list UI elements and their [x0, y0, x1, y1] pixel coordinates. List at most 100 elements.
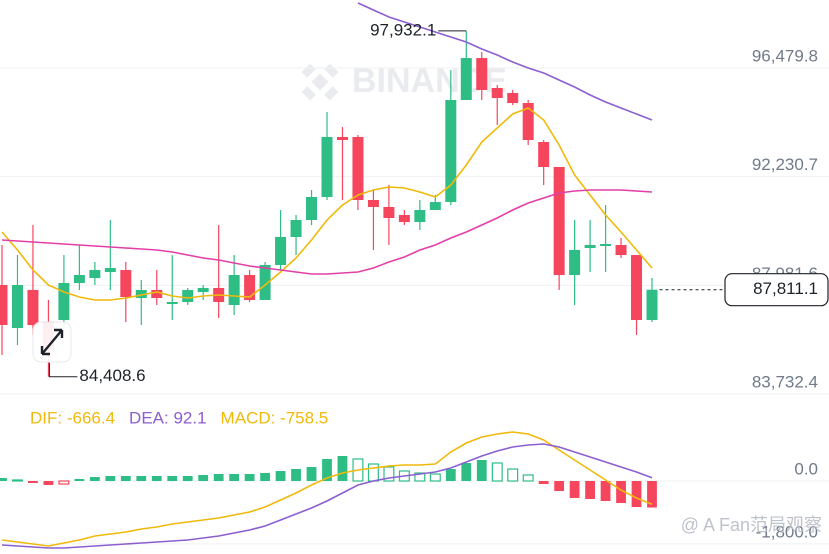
macd-bar	[461, 462, 472, 481]
macd-bar	[58, 480, 70, 485]
macd-bar	[167, 476, 178, 481]
candle-body	[27, 289, 39, 326]
macd-bar	[89, 477, 100, 481]
candle-body	[151, 289, 163, 298]
candle-body	[646, 289, 658, 320]
macd-bar	[507, 468, 519, 482]
macd-bar	[229, 474, 240, 481]
macd-bar	[476, 459, 487, 481]
macd-bar	[383, 466, 395, 482]
macd-bar	[151, 476, 162, 481]
candle-body	[197, 287, 209, 293]
macd-bar	[182, 476, 193, 481]
watermark-author: @ A Fan范局观察	[681, 515, 822, 535]
candle-body	[553, 166, 565, 276]
macd-bar	[105, 476, 116, 481]
macd-bar	[522, 474, 534, 482]
y-tick-label: 92,230.7	[752, 155, 818, 174]
macd-bar	[260, 472, 270, 481]
candle-body	[569, 249, 581, 276]
macd-bar	[198, 474, 209, 481]
macd-bar	[337, 456, 348, 481]
candle-body	[166, 302, 178, 305]
candle-body	[321, 136, 333, 197]
candle-body	[352, 136, 364, 200]
macd-line	[1, 443, 653, 549]
moving-average-line	[1, 189, 653, 275]
moving-average-line	[1, 107, 653, 301]
macd-bar	[631, 481, 642, 508]
candle-body	[73, 275, 85, 284]
candle-body	[290, 219, 302, 237]
macd-bar	[43, 481, 54, 485]
macd-bar	[585, 481, 595, 500]
macd-bar	[491, 462, 503, 482]
macd-bar	[569, 481, 580, 498]
expand-icon[interactable]	[32, 321, 72, 363]
candle-body	[429, 202, 441, 210]
candle-body	[89, 270, 101, 278]
candle-body	[398, 214, 410, 222]
candle-body	[0, 285, 8, 326]
moving-average-line	[357, 2, 653, 121]
macd-bar	[538, 481, 549, 485]
low-label: 84,408.6	[79, 366, 145, 385]
macd-bar	[74, 479, 85, 481]
candle-body	[104, 268, 116, 273]
last-price-label: 87,811.1	[753, 279, 818, 298]
candle-body	[58, 283, 70, 320]
candle-body	[383, 206, 395, 218]
macd-bar	[136, 476, 147, 481]
macd-bar	[600, 481, 611, 501]
candle-body	[414, 209, 426, 222]
candle-body	[615, 245, 627, 256]
macd-bar	[647, 481, 657, 508]
candle-body	[275, 236, 287, 266]
macd-bar	[244, 474, 255, 481]
legend-entry: DEA: 92.1	[129, 408, 207, 427]
candle-body	[182, 289, 194, 303]
y-tick-label: -1,800.0	[756, 522, 818, 541]
legend-entry: MACD: -758.5	[221, 408, 329, 427]
macd-bar	[616, 481, 626, 503]
macd-bar	[11, 479, 23, 482]
macd-line	[1, 431, 653, 547]
y-tick-label: 96,479.8	[752, 46, 818, 65]
candle-body	[336, 136, 348, 140]
candle-body	[600, 244, 612, 246]
candle-body	[259, 265, 271, 301]
candle-body	[491, 87, 503, 98]
y-tick-label: 83,732.4	[752, 373, 818, 392]
high-label: 97,932.1	[370, 20, 436, 39]
candle-body	[367, 199, 379, 207]
macd-bar	[554, 481, 565, 491]
candle-body	[306, 196, 318, 220]
candle-body	[445, 100, 457, 203]
macd-bar	[213, 474, 224, 481]
macd-bar	[322, 459, 332, 481]
candle-body	[538, 141, 550, 167]
candle-body	[11, 285, 23, 328]
annotation-line	[48, 362, 78, 378]
macd-bar	[306, 467, 317, 481]
macd-bar	[0, 477, 7, 481]
macd-bar	[429, 473, 441, 482]
macd-bar	[275, 471, 286, 481]
candle-body	[228, 275, 240, 306]
macd-bar	[28, 481, 38, 483]
macd-bar	[414, 472, 426, 482]
candle-body	[507, 93, 519, 104]
candle-body	[522, 103, 534, 140]
macd-bar	[367, 463, 379, 482]
candle-body	[120, 270, 132, 297]
candle-body	[631, 255, 643, 320]
candle-body	[244, 275, 256, 301]
candle-body	[476, 58, 488, 90]
candle-body	[460, 58, 472, 101]
watermark-logo	[301, 63, 339, 101]
macd-bar	[291, 469, 301, 481]
macd-bar	[445, 469, 456, 481]
